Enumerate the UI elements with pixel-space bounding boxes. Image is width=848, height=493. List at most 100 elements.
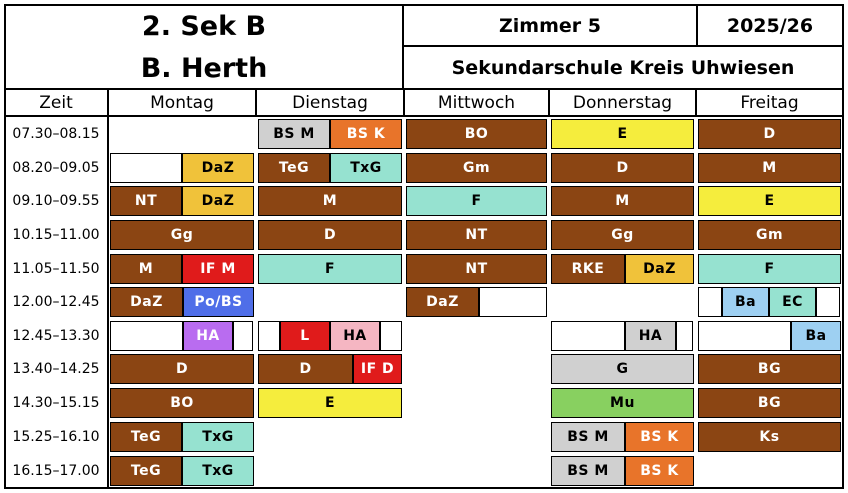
lesson-cell: Ks (698, 422, 841, 452)
time-slot-label: 09.10–09.55 (12, 193, 100, 209)
empty-slot (110, 321, 183, 351)
time-slot-label: 12.45–13.30 (12, 328, 100, 344)
empty-slot (479, 287, 547, 317)
column-header-monday: Montag (150, 93, 214, 113)
lesson-cell: EC (769, 287, 816, 317)
lesson-cell: RKE (551, 254, 625, 284)
empty-slot (233, 321, 253, 351)
lesson-cell: HA (625, 321, 676, 351)
outer-border-bottom (4, 487, 844, 489)
lesson-cell: HA (183, 321, 233, 351)
lesson-cell: D (698, 119, 841, 149)
lesson-cell: Mu (551, 388, 694, 418)
school-year: 2025/26 (726, 15, 814, 37)
lesson-cell: Gg (110, 220, 254, 250)
empty-slot (380, 321, 402, 351)
column-header-wednesday: Mittwoch (437, 93, 516, 113)
empty-slot (698, 321, 791, 351)
lesson-cell: TeG (110, 456, 182, 486)
room-label: Zimmer 5 (499, 15, 601, 37)
time-slot-label: 15.25–16.10 (12, 429, 100, 445)
column-separator (107, 89, 109, 116)
lesson-cell: E (698, 186, 841, 216)
lesson-cell: D (110, 354, 254, 384)
column-separator (695, 89, 697, 116)
time-slot-label: 12.00–12.45 (12, 294, 100, 310)
lesson-cell: TxG (182, 422, 254, 452)
empty-slot (676, 321, 693, 351)
lesson-cell: DaZ (182, 153, 254, 183)
empty-slot (110, 153, 182, 183)
lesson-cell: BG (698, 388, 841, 418)
time-slot-label: 14.30–15.15 (12, 395, 100, 411)
lesson-cell: Ba (791, 321, 841, 351)
lesson-cell: E (551, 119, 694, 149)
lesson-cell: L (280, 321, 330, 351)
column-separator (403, 89, 405, 116)
lesson-cell: Gm (406, 153, 547, 183)
class-name: 2. Sek B (141, 10, 267, 42)
time-slot-label: 13.40–14.25 (12, 361, 100, 377)
lesson-cell: TeG (110, 422, 182, 452)
empty-slot (551, 321, 625, 351)
lesson-cell: D (258, 220, 402, 250)
lesson-cell: D (551, 153, 694, 183)
lesson-cell: Gg (551, 220, 694, 250)
lesson-cell: BS K (330, 119, 402, 149)
header-divider-right (402, 45, 844, 47)
lesson-cell: NT (406, 254, 547, 284)
lesson-cell: IF D (353, 354, 402, 384)
lesson-cell: BO (406, 119, 547, 149)
lesson-cell: M (258, 186, 402, 216)
lesson-cell: BS M (258, 119, 330, 149)
lesson-cell: DaZ (182, 186, 254, 216)
lesson-cell: M (110, 254, 182, 284)
outer-border-left (4, 4, 6, 489)
lesson-cell: DaZ (406, 287, 479, 317)
lesson-cell: G (551, 354, 694, 384)
lesson-cell: TeG (258, 153, 330, 183)
time-column-divider (107, 116, 109, 488)
lesson-cell: BO (110, 388, 254, 418)
lesson-cell: BS K (625, 456, 694, 486)
lesson-cell: NT (110, 186, 182, 216)
lesson-cell: M (551, 186, 694, 216)
column-header-thursday: Donnerstag (572, 93, 673, 113)
header-bottom-line (4, 88, 844, 90)
lesson-cell: DaZ (625, 254, 694, 284)
school-name: Sekundarschule Kreis Uhwiesen (451, 57, 795, 79)
lesson-cell: Po/BS (183, 287, 254, 317)
column-header-time: Zeit (39, 93, 73, 113)
lesson-cell: F (406, 186, 547, 216)
lesson-cell: TxG (182, 456, 254, 486)
lesson-cell: HA (330, 321, 380, 351)
lesson-cell: NT (406, 220, 547, 250)
lesson-cell: Gm (698, 220, 841, 250)
column-header-tuesday: Dienstag (292, 93, 368, 113)
outer-border-top (4, 4, 844, 6)
time-slot-label: 08.20–09.05 (12, 160, 100, 176)
year-divider-vertical (696, 4, 698, 46)
empty-slot (258, 321, 280, 351)
lesson-cell: BG (698, 354, 841, 384)
days-bottom-line (4, 115, 844, 117)
lesson-cell: M (698, 153, 841, 183)
column-separator (548, 89, 550, 116)
lesson-cell: TxG (330, 153, 402, 183)
lesson-cell: Ba (722, 287, 769, 317)
lesson-cell: D (258, 354, 353, 384)
lesson-cell: E (258, 388, 402, 418)
time-slot-label: 07.30–08.15 (12, 126, 100, 142)
column-separator (255, 89, 257, 116)
column-header-friday: Freitag (740, 93, 799, 113)
empty-slot (698, 287, 722, 317)
lesson-cell: F (258, 254, 402, 284)
time-slot-label: 16.15–17.00 (12, 463, 100, 479)
time-slot-label: 10.15–11.00 (12, 227, 100, 243)
lesson-cell: BS K (625, 422, 694, 452)
lesson-cell: BS M (551, 422, 625, 452)
time-slot-label: 11.05–11.50 (12, 261, 100, 277)
outer-border-right (842, 4, 844, 489)
teacher-name: B. Herth (140, 52, 268, 84)
